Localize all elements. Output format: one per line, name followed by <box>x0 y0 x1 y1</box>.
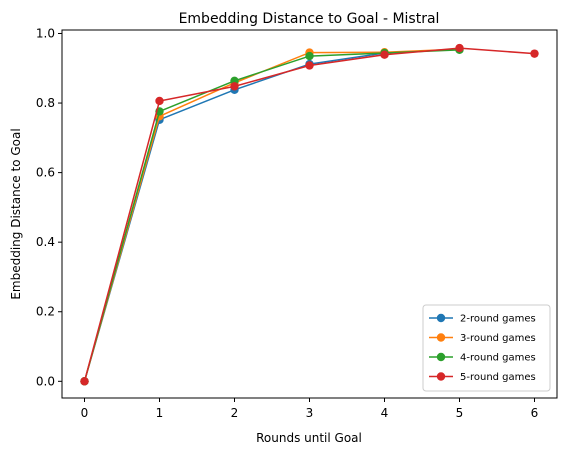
legend-box <box>422 304 551 392</box>
x-tick-label: 6 <box>531 406 539 420</box>
legend-item: 4-round games <box>429 353 536 364</box>
legend-marker <box>436 372 446 381</box>
data-point <box>230 82 239 91</box>
x-tick-label: 1 <box>156 406 164 420</box>
x-tick-label: 4 <box>381 406 389 420</box>
data-point <box>305 61 314 70</box>
series-4 <box>80 43 539 386</box>
y-tick-label: 0.8 <box>36 96 55 110</box>
x-axis-label: Rounds until Goal <box>256 431 362 445</box>
data-point <box>155 96 164 106</box>
legend-marker <box>436 352 446 362</box>
x-tick-label: 3 <box>306 406 314 420</box>
y-axis-ticks: 0.0 0.2 0.4 0.6 0.8 1.0 <box>36 26 62 388</box>
series-line <box>83 49 460 382</box>
legend-item: 2-round games <box>429 314 536 325</box>
data-point <box>305 51 314 61</box>
legend-label: 4-round games <box>460 353 536 364</box>
data-point <box>380 50 389 59</box>
y-tick-label: 0.4 <box>36 235 55 249</box>
plot-lines <box>80 43 539 386</box>
legend: 2-round games 3-round games 4-round games 5… <box>422 304 551 392</box>
legend-marker <box>436 333 446 342</box>
data-point <box>80 377 89 386</box>
x-tick-label: 2 <box>231 406 239 420</box>
data-point <box>530 49 539 58</box>
series-1 <box>80 48 389 386</box>
y-tick-label: 0.6 <box>36 166 55 180</box>
y-tick-label: 0.0 <box>36 374 55 388</box>
legend-label: 5-round games <box>460 372 536 383</box>
legend-label: 2-round games <box>460 314 536 325</box>
chart-title: Embedding Distance to Goal - Mistral <box>179 11 440 27</box>
x-tick-label: 0 <box>81 406 89 420</box>
data-point <box>455 43 464 53</box>
legend-marker <box>436 313 446 323</box>
y-axis-label: Embedding Distance to Goal <box>9 128 23 299</box>
y-tick-label: 1.0 <box>36 26 55 40</box>
series-line <box>83 48 460 382</box>
series-2 <box>80 44 464 386</box>
legend-label: 3-round games <box>460 333 536 344</box>
legend-item: 5-round games <box>429 372 536 383</box>
x-axis-ticks: 0 1 2 3 4 5 6 <box>81 398 539 420</box>
series-3 <box>80 45 464 386</box>
legend-item: 3-round games <box>429 333 536 344</box>
y-tick-label: 0.2 <box>36 305 55 319</box>
x-tick-label: 5 <box>456 406 464 420</box>
